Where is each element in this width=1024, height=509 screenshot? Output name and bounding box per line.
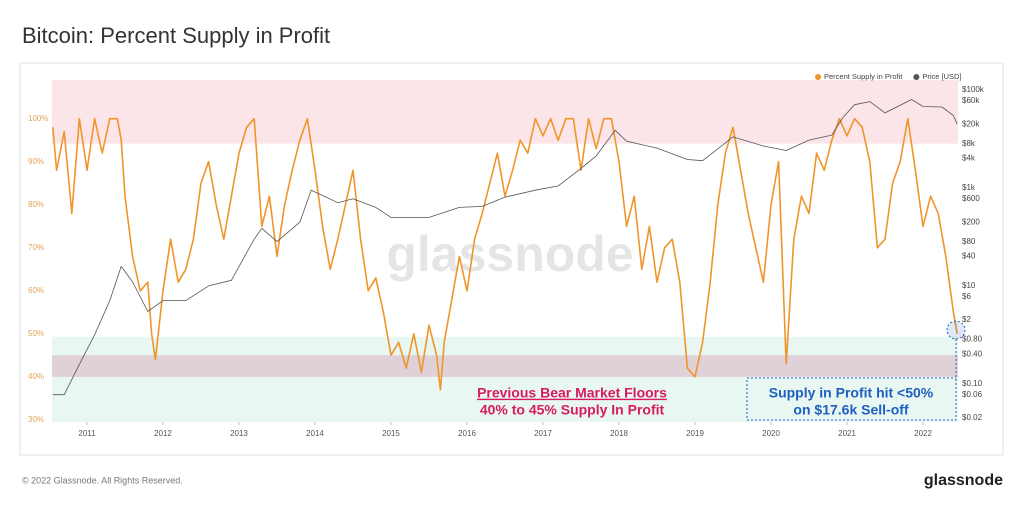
y2-tick-label: $60k <box>962 96 980 105</box>
copyright: © 2022 Glassnode. All Rights Reserved. <box>22 475 183 485</box>
y2-tick-label: $20k <box>962 119 980 128</box>
x-tick-label: 2020 <box>762 429 780 438</box>
y-tick-label: 60% <box>28 286 44 295</box>
band <box>52 336 958 422</box>
x-tick-label: 2015 <box>382 429 400 438</box>
y2-tick-label: $600 <box>962 194 980 203</box>
x-tick-label: 2014 <box>306 429 324 438</box>
y-tick-label: 90% <box>28 157 44 166</box>
y-tick-label: 100% <box>28 114 48 123</box>
y-tick-label: 40% <box>28 372 44 381</box>
legend-marker <box>913 74 920 80</box>
chart-title: Bitcoin: Percent Supply in Profit <box>22 23 330 48</box>
annotation: Supply in Profit hit <50% <box>769 385 934 401</box>
x-tick-label: 2021 <box>838 429 856 438</box>
axes: 30% 40% 50% 60% 70% 80% 90% 100% $100k $60k $20k $8… <box>28 72 985 438</box>
chart-frame <box>19 62 1004 456</box>
y2-tick-label: $40 <box>962 251 976 260</box>
y2-tick-label: $6 <box>962 292 971 301</box>
y2-tick-label: $4k <box>962 154 976 163</box>
x-tick-label: 2017 <box>534 429 552 438</box>
y-tick-label: 30% <box>28 415 44 424</box>
band <box>52 355 958 377</box>
price-line <box>52 99 958 396</box>
x-tick-label: 2013 <box>230 429 248 438</box>
x-tick-label: 2018 <box>610 429 628 438</box>
y-tick-label: 80% <box>28 200 44 209</box>
y2-tick-label: $0.40 <box>962 349 983 358</box>
x-tick-label: 2012 <box>154 429 172 438</box>
legend-marker <box>815 74 821 80</box>
y2-tick-label: $10 <box>962 281 976 290</box>
y2-tick-label: $80 <box>962 237 976 246</box>
y2-tick-label: $0.10 <box>962 379 983 388</box>
highlight-circle <box>946 320 966 340</box>
annotation: Previous Bear Market Floors <box>477 385 667 401</box>
y-tick-label: 50% <box>28 329 44 338</box>
y2-tick-label: $2 <box>962 315 971 324</box>
supply-line <box>52 117 958 391</box>
y2-tick-label: $8k <box>962 139 976 148</box>
x-tick-label: 2019 <box>686 429 704 438</box>
bands <box>52 80 958 422</box>
legend-label: Price [USD] <box>922 72 961 81</box>
y2-tick-label: $0.06 <box>962 390 983 399</box>
x-tick-label: 2011 <box>78 429 96 438</box>
y2-tick-label: $100k <box>962 85 985 94</box>
y2-tick-label: $1k <box>962 183 976 192</box>
y-tick-label: 70% <box>28 243 44 252</box>
band <box>52 80 958 144</box>
x-tick-label: 2016 <box>458 429 476 438</box>
annotation: on $17.6k Sell-off <box>793 402 908 418</box>
watermark: glassnode <box>386 226 633 282</box>
x-tick-label: 2022 <box>914 429 932 438</box>
lines <box>52 99 958 396</box>
highlight-box <box>746 339 957 421</box>
y2-tick-label: $0.80 <box>962 335 983 344</box>
annotation: 40% to 45% Supply In Profit <box>480 402 665 418</box>
y2-tick-label: $200 <box>962 217 980 226</box>
legend-label: Percent Supply in Profit <box>824 72 903 81</box>
brand: glassnode <box>924 472 1003 489</box>
y2-tick-label: $0.02 <box>962 413 983 422</box>
